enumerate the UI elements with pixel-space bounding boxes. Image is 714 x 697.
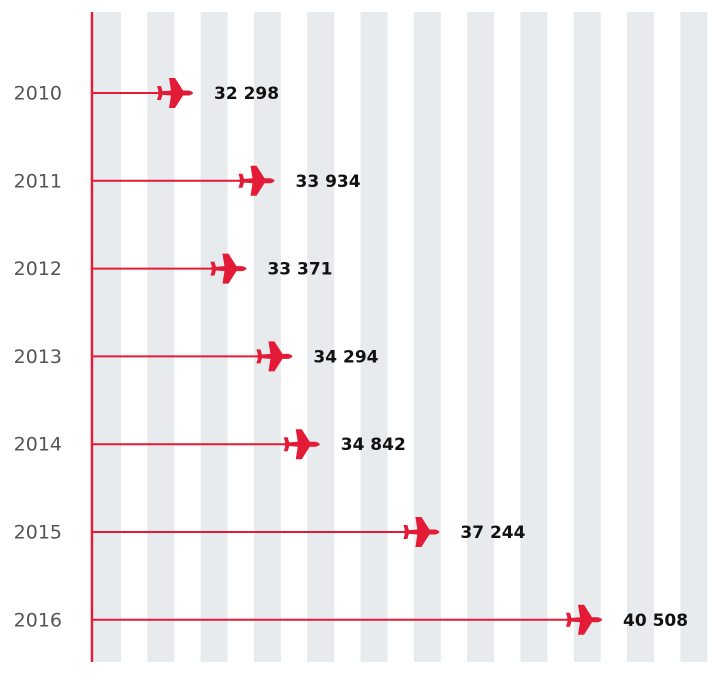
value-label: 34 294 [313, 347, 378, 367]
y-tick-label: 2015 [14, 522, 62, 544]
plane-icon [566, 604, 602, 635]
stripe [200, 12, 228, 662]
stripe [94, 12, 121, 662]
y-tick-label: 2016 [14, 609, 62, 631]
stripe [307, 12, 335, 662]
background-stripes [94, 12, 708, 662]
value-label: 33 934 [296, 172, 361, 192]
plane-bar [92, 165, 275, 196]
stripe [147, 12, 175, 662]
plane-bar [92, 341, 293, 372]
plane-icon [238, 165, 275, 196]
plane-bar [92, 78, 193, 108]
plane-bar [92, 604, 602, 635]
plane-icon [210, 253, 247, 284]
plane-icon [256, 341, 293, 372]
y-tick-label: 2012 [14, 258, 62, 280]
plane-bar [92, 429, 320, 460]
y-tick-label: 2010 [14, 83, 62, 105]
stripe [413, 12, 441, 662]
y-tick-label: 2014 [14, 434, 62, 456]
plane-bar [92, 253, 247, 284]
y-tick-label: 2013 [14, 346, 62, 368]
value-label: 34 842 [341, 435, 406, 455]
plane-icon [403, 517, 440, 547]
plane-icon [283, 429, 320, 460]
plane-bar [92, 517, 440, 547]
value-label: 32 298 [214, 84, 279, 104]
stripe [680, 12, 708, 662]
y-tick-label: 2011 [14, 170, 62, 192]
stripe [573, 12, 601, 662]
plane-icon [157, 78, 193, 108]
value-label: 33 371 [267, 260, 332, 280]
stripe [467, 12, 495, 662]
stripe [627, 12, 654, 662]
stripe [253, 12, 281, 662]
value-label: 40 508 [623, 611, 688, 631]
value-label: 37 244 [460, 523, 525, 543]
stripe [520, 12, 548, 662]
stripe [360, 12, 388, 662]
